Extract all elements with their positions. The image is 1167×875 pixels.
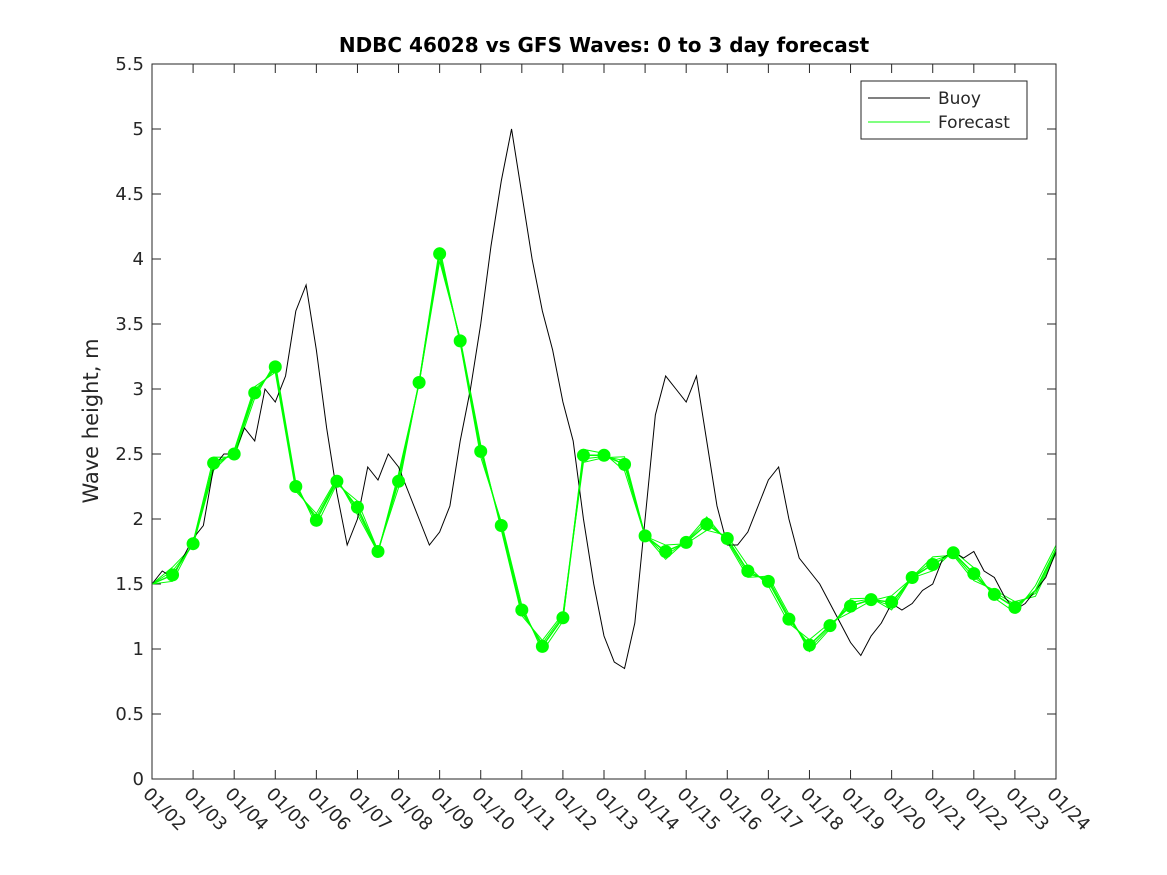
forecast-point [679, 535, 693, 549]
forecast-point [618, 457, 632, 471]
y-axis-label: Wave height, m [79, 338, 103, 503]
forecast-point [761, 574, 775, 588]
forecast-point [844, 599, 858, 613]
legend-forecast-label: Forecast [938, 113, 1010, 133]
forecast-point [453, 334, 467, 348]
legend-buoy-label: Buoy [938, 89, 981, 109]
axes-box [151, 63, 1057, 780]
forecast-point [1008, 600, 1022, 614]
forecast-point [433, 247, 447, 261]
y-tick-label: 5.5 [115, 54, 144, 75]
forecast-point [926, 558, 940, 571]
forecast-point [268, 360, 282, 374]
forecast-point [782, 612, 796, 626]
forecast-point [556, 611, 570, 625]
forecast-point [166, 568, 180, 582]
forecast-point [515, 603, 529, 617]
y-tick-label: 3.5 [115, 314, 144, 335]
y-tick-label: 1 [133, 639, 144, 660]
forecast-point [330, 474, 344, 488]
y-tick-label: 2.5 [115, 444, 144, 465]
forecast-point [309, 513, 323, 527]
forecast-point [535, 639, 549, 653]
forecast-point [700, 517, 714, 531]
forecast-point [638, 529, 652, 543]
y-tick-label: 0 [133, 769, 144, 790]
chart-title: NDBC 46028 vs GFS Waves: 0 to 3 day fore… [339, 33, 870, 57]
forecast-point [720, 532, 734, 545]
y-tick-label: 2 [133, 509, 144, 530]
forecast-point [905, 571, 919, 584]
forecast-point [227, 447, 241, 461]
forecast-point [207, 456, 221, 470]
buoy-line [151, 128, 1057, 670]
forecast-point [494, 519, 508, 532]
forecast-point [741, 564, 755, 578]
y-tick-label: 1.5 [115, 574, 144, 595]
forecast-point [659, 545, 673, 558]
forecast-point [186, 537, 200, 551]
forecast-point [802, 638, 816, 652]
y-tick-label: 0.5 [115, 704, 144, 725]
forecast-point [350, 500, 364, 514]
forecast-point [248, 386, 262, 400]
forecast-point [864, 593, 878, 607]
plot-lines [151, 128, 1057, 670]
legend-box [860, 80, 1028, 140]
forecast-point [412, 376, 426, 389]
forecast-point [946, 546, 960, 560]
forecast-point [576, 448, 590, 462]
y-tick-label: 3 [133, 379, 144, 400]
legend: Buoy Forecast [860, 80, 1028, 140]
y-tick-label: 5 [133, 119, 144, 140]
y-tick-label: 4 [133, 249, 144, 270]
forecast-point [885, 595, 899, 609]
forecast-point [371, 545, 385, 558]
forecast-point [823, 619, 837, 633]
forecast-point [392, 474, 406, 488]
forecast-point [474, 444, 488, 458]
forecast-point [967, 567, 981, 581]
forecast-point [987, 587, 1001, 601]
y-tick-label: 4.5 [115, 184, 144, 205]
forecast-point [597, 448, 611, 462]
forecast-point [289, 480, 303, 493]
